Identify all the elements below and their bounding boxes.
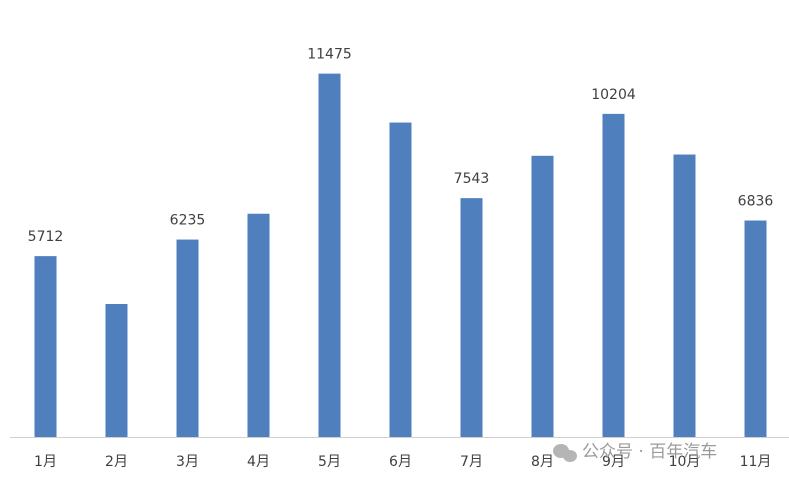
bar — [105, 304, 128, 437]
watermark-icon — [553, 444, 577, 462]
x-tick-label: 1月 — [34, 454, 57, 470]
bar — [531, 155, 554, 438]
data-label: 5712 — [28, 229, 64, 245]
bar — [744, 220, 767, 437]
x-tick-label: 5月 — [318, 454, 341, 470]
bar — [602, 113, 625, 437]
data-label: 7543 — [454, 171, 490, 187]
x-tick-label: 11月 — [740, 454, 772, 470]
bar — [673, 154, 696, 438]
x-tick-label: 2月 — [105, 454, 128, 470]
bar — [318, 73, 341, 437]
bar — [460, 198, 483, 437]
bar — [389, 122, 412, 438]
x-tick-label: 7月 — [460, 454, 483, 470]
x-tick-label: 6月 — [389, 454, 412, 470]
watermark: 公众号 · 百年汽车 — [582, 442, 717, 462]
bar — [247, 213, 270, 437]
x-tick-label: 8月 — [531, 454, 554, 470]
data-label: 11475 — [307, 47, 352, 63]
x-tick-label: 3月 — [176, 454, 199, 470]
x-tick-label: 10月 — [669, 454, 701, 470]
data-label: 10204 — [591, 87, 636, 103]
bar — [176, 239, 199, 437]
data-label: 6836 — [738, 194, 774, 210]
x-tick-label: 4月 — [247, 454, 270, 470]
data-label: 6235 — [170, 213, 206, 229]
bar — [34, 256, 57, 437]
x-tick-label: 9月 — [602, 454, 625, 470]
